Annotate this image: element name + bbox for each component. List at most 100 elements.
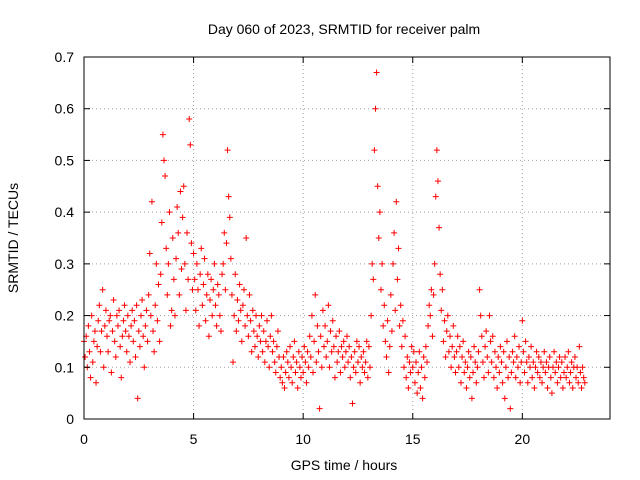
data-point <box>563 374 570 381</box>
data-point <box>296 364 303 371</box>
data-point <box>344 333 350 340</box>
data-point <box>463 384 470 391</box>
data-point <box>163 245 170 252</box>
data-point <box>264 317 271 324</box>
data-point <box>537 359 544 366</box>
data-point <box>536 374 543 381</box>
data-point <box>356 343 363 350</box>
data-point <box>384 317 391 324</box>
data-point <box>532 364 539 371</box>
data-point <box>215 291 222 298</box>
data-point <box>125 333 132 340</box>
data-point <box>455 364 462 371</box>
data-point <box>440 338 447 345</box>
data-point <box>334 359 341 366</box>
data-point <box>514 364 521 371</box>
data-point <box>200 281 207 288</box>
data-point <box>281 384 288 391</box>
data-point <box>119 333 126 340</box>
data-point <box>426 302 433 309</box>
data-point <box>219 271 226 278</box>
data-point <box>403 374 410 381</box>
data-point <box>454 333 461 340</box>
data-point <box>339 353 346 360</box>
data-point <box>483 328 490 335</box>
data-point <box>518 359 525 366</box>
data-point <box>213 322 220 329</box>
data-point <box>490 374 497 381</box>
data-point <box>337 369 344 376</box>
data-point <box>116 307 123 314</box>
data-point <box>135 328 142 335</box>
data-point <box>117 343 124 350</box>
data-point <box>404 353 411 360</box>
data-point <box>238 338 245 345</box>
data-point <box>529 374 536 381</box>
data-point <box>311 338 318 345</box>
data-point <box>335 348 342 355</box>
data-point <box>136 343 143 350</box>
data-point <box>272 369 279 376</box>
data-point <box>127 359 134 366</box>
data-point <box>314 322 321 329</box>
data-point <box>413 359 420 366</box>
data-point <box>438 307 445 314</box>
data-point <box>329 317 336 324</box>
data-point <box>478 333 485 340</box>
data-point <box>567 369 574 376</box>
data-point <box>370 276 377 283</box>
data-point <box>476 286 483 293</box>
data-point <box>87 374 94 381</box>
data-point <box>521 369 528 376</box>
data-point <box>216 312 223 319</box>
data-point <box>493 364 500 371</box>
data-point <box>189 286 196 293</box>
data-point <box>372 105 379 112</box>
data-point <box>255 353 262 360</box>
data-point <box>349 400 356 407</box>
data-point <box>300 369 307 376</box>
data-point <box>240 286 247 293</box>
data-point <box>367 364 374 371</box>
data-point <box>312 291 319 298</box>
data-point <box>354 359 361 366</box>
data-point <box>283 348 290 355</box>
data-point <box>569 384 576 391</box>
data-point <box>253 312 260 319</box>
data-point <box>397 302 404 309</box>
data-point <box>194 286 201 293</box>
data-point <box>132 353 139 360</box>
data-point <box>406 359 413 366</box>
data-point <box>456 343 463 350</box>
data-point <box>124 312 131 319</box>
data-point <box>523 359 530 366</box>
y-tick-label: 0.5 <box>55 152 75 168</box>
data-point <box>246 291 253 298</box>
data-point <box>550 364 557 371</box>
data-point <box>392 307 399 314</box>
data-point <box>580 374 587 381</box>
data-point <box>214 281 221 288</box>
data-point <box>472 359 479 366</box>
data-point <box>380 322 387 329</box>
data-point <box>351 348 358 355</box>
data-point <box>295 348 302 355</box>
data-point <box>258 312 265 319</box>
data-point <box>562 353 569 360</box>
data-point <box>211 260 218 267</box>
data-point <box>121 302 128 309</box>
data-point <box>164 291 171 298</box>
data-point <box>491 348 498 355</box>
data-point <box>319 307 326 314</box>
data-point <box>542 369 549 376</box>
data-point <box>531 384 538 391</box>
data-point <box>555 364 562 371</box>
data-point <box>270 338 277 345</box>
data-point <box>141 364 148 371</box>
data-point <box>301 343 308 350</box>
data-point <box>274 328 281 335</box>
data-point <box>571 353 578 360</box>
data-point <box>405 384 412 391</box>
data-point <box>568 359 575 366</box>
data-point <box>554 379 561 386</box>
